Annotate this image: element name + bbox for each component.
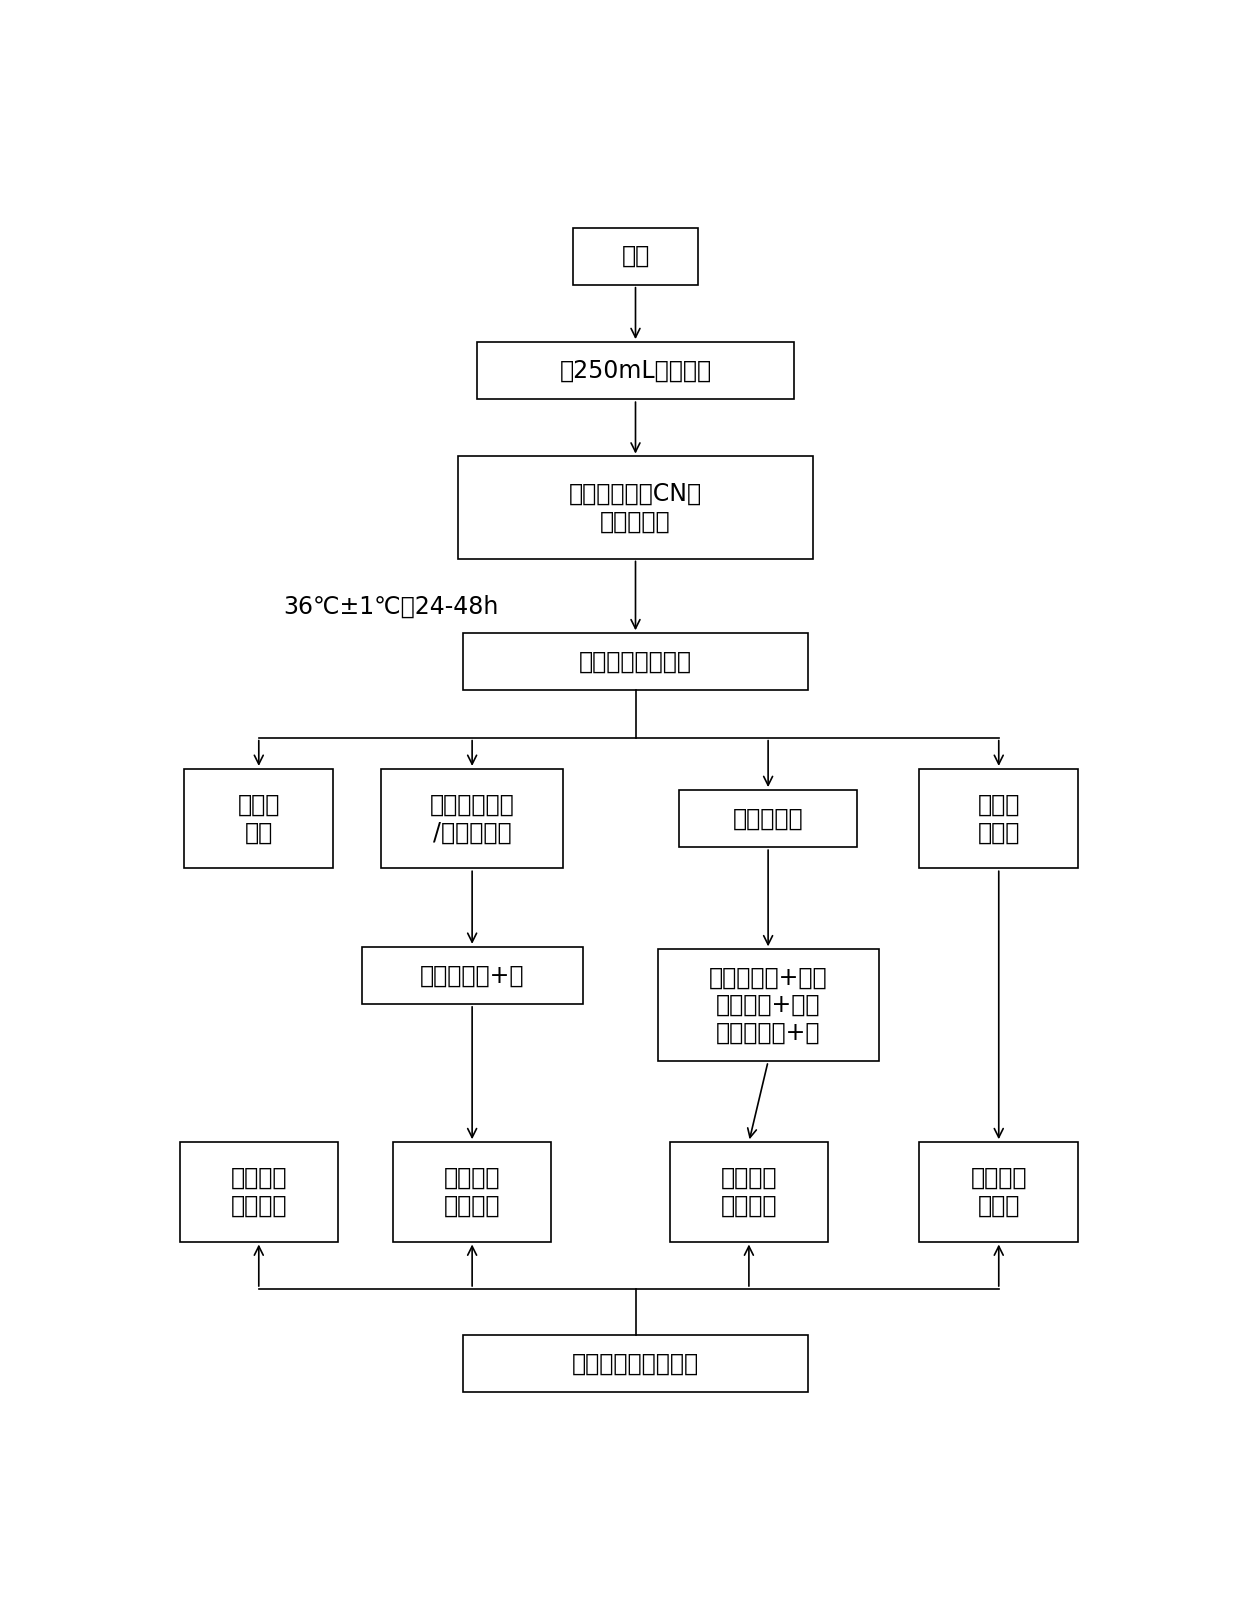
Bar xyxy=(920,1143,1078,1241)
Text: 取250mL水样过滤: 取250mL水样过滤 xyxy=(559,359,712,383)
Text: 铜绿假单
胞菌阳性: 铜绿假单 胞菌阳性 xyxy=(720,1167,777,1218)
Text: 菌数计算，报告结果: 菌数计算，报告结果 xyxy=(572,1351,699,1375)
Bar xyxy=(180,1143,339,1241)
Text: 铜绿假单
胞菌阳性: 铜绿假单 胞菌阳性 xyxy=(444,1167,501,1218)
Bar xyxy=(670,1143,828,1241)
Text: 将滤膜移放在CN琼
脂培养基上: 将滤膜移放在CN琼 脂培养基上 xyxy=(569,482,702,533)
Text: 水样: 水样 xyxy=(621,244,650,268)
Bar xyxy=(680,790,857,847)
Bar xyxy=(920,769,1078,868)
Text: 蓝绿色
菌落: 蓝绿色 菌落 xyxy=(238,793,280,845)
Text: 产氨试验（+）: 产氨试验（+） xyxy=(420,963,525,987)
Bar xyxy=(463,633,808,690)
Text: 36℃±1℃，24-48h: 36℃±1℃，24-48h xyxy=(283,595,498,619)
Bar xyxy=(477,343,794,399)
Bar xyxy=(657,949,879,1062)
Text: 产荧光（非蓝
/绿色）菌落: 产荧光（非蓝 /绿色）菌落 xyxy=(430,793,515,845)
Bar xyxy=(381,769,563,868)
Text: 红褐色菌落: 红褐色菌落 xyxy=(733,806,804,831)
Bar xyxy=(393,1143,552,1241)
Bar xyxy=(185,769,334,868)
Text: 可疑菌落分别计数: 可疑菌落分别计数 xyxy=(579,650,692,674)
Text: 铜绿假单
胞菌阳性: 铜绿假单 胞菌阳性 xyxy=(231,1167,286,1218)
Bar xyxy=(463,1335,808,1393)
Bar xyxy=(573,228,698,284)
Bar xyxy=(458,456,813,559)
Text: 非铜绿假
单胞菌: 非铜绿假 单胞菌 xyxy=(971,1167,1027,1218)
Text: 产氨试验（+）、
氧化酶（+）、
荧光试验（+）: 产氨试验（+）、 氧化酶（+）、 荧光试验（+） xyxy=(709,965,827,1046)
Bar xyxy=(362,947,583,1004)
Text: 其他形
态菌落: 其他形 态菌落 xyxy=(977,793,1021,845)
